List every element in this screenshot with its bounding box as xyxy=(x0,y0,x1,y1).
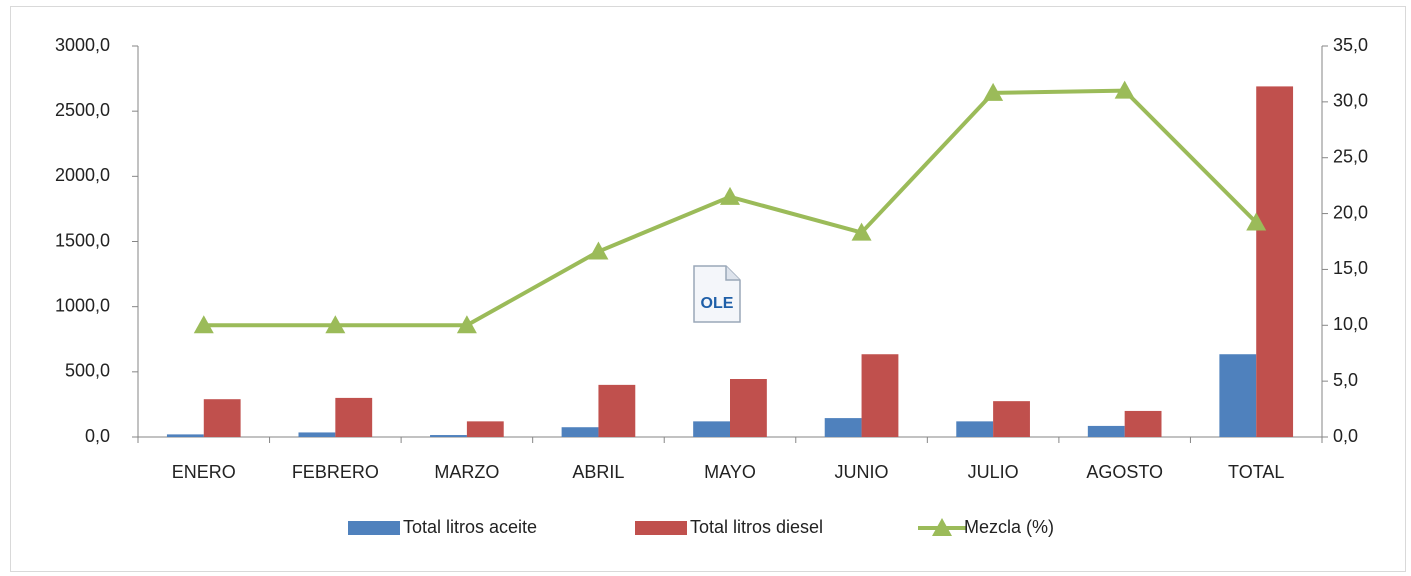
line-marker xyxy=(720,186,740,205)
bar xyxy=(956,421,994,437)
line-marker xyxy=(588,241,609,260)
bar xyxy=(824,418,862,437)
x-tick-label: JUNIO xyxy=(835,462,889,482)
y-tick-label: 2500,0 xyxy=(55,100,110,120)
x-tick-label: FEBRERO xyxy=(292,462,379,482)
icon-label: OLE xyxy=(701,295,734,312)
x-tick-label: TOTAL xyxy=(1228,462,1284,482)
y2-tick-label: 30,0 xyxy=(1333,91,1368,111)
y2-tick-label: 35,0 xyxy=(1333,35,1368,55)
x-tick-label: ABRIL xyxy=(572,462,624,482)
line-marker xyxy=(456,315,477,334)
legend-swatch xyxy=(635,521,687,535)
bar xyxy=(1087,425,1125,437)
line-marker xyxy=(983,82,1004,101)
bar xyxy=(693,421,730,437)
x-tick-label: MAYO xyxy=(704,462,756,482)
y-tick-label: 500,0 xyxy=(65,361,110,381)
legend-label: Total litros diesel xyxy=(690,517,823,537)
bar xyxy=(561,427,599,437)
bar xyxy=(1256,86,1294,438)
bar xyxy=(298,432,336,437)
bar xyxy=(1124,410,1162,437)
legend-swatch xyxy=(348,521,400,535)
bar xyxy=(335,397,373,437)
x-tick-label: ENERO xyxy=(172,462,236,482)
y2-tick-label: 25,0 xyxy=(1333,146,1368,166)
bar xyxy=(993,401,1030,437)
legend-label: Mezcla (%) xyxy=(964,517,1054,537)
y-tick-label: 1000,0 xyxy=(55,295,110,315)
ole-icon: OLE xyxy=(693,265,741,323)
y2-tick-label: 0,0 xyxy=(1333,426,1358,446)
bar xyxy=(166,434,204,437)
legend-label: Total litros aceite xyxy=(403,517,537,537)
line-marker xyxy=(1246,212,1267,231)
bar xyxy=(861,354,899,437)
bar xyxy=(466,421,504,437)
bar xyxy=(1219,354,1257,437)
bar xyxy=(598,384,636,437)
y2-tick-label: 10,0 xyxy=(1333,314,1368,334)
x-tick-label: JULIO xyxy=(968,462,1019,482)
bar xyxy=(730,379,767,437)
y2-tick-label: 5,0 xyxy=(1333,370,1358,390)
line-marker xyxy=(325,315,346,334)
line-marker xyxy=(193,315,214,334)
y-tick-label: 0,0 xyxy=(85,426,110,446)
bar xyxy=(430,435,467,437)
legend-swatch-marker xyxy=(932,518,952,536)
x-tick-label: MARZO xyxy=(434,462,499,482)
y2-tick-label: 15,0 xyxy=(1333,258,1368,278)
line-marker xyxy=(851,222,872,241)
line-marker xyxy=(1114,80,1135,99)
y-tick-label: 3000,0 xyxy=(55,35,110,55)
y-tick-label: 1500,0 xyxy=(55,230,110,250)
y2-tick-label: 20,0 xyxy=(1333,202,1368,222)
x-tick-label: AGOSTO xyxy=(1086,462,1163,482)
bar xyxy=(203,399,241,437)
y-tick-label: 2000,0 xyxy=(55,165,110,185)
